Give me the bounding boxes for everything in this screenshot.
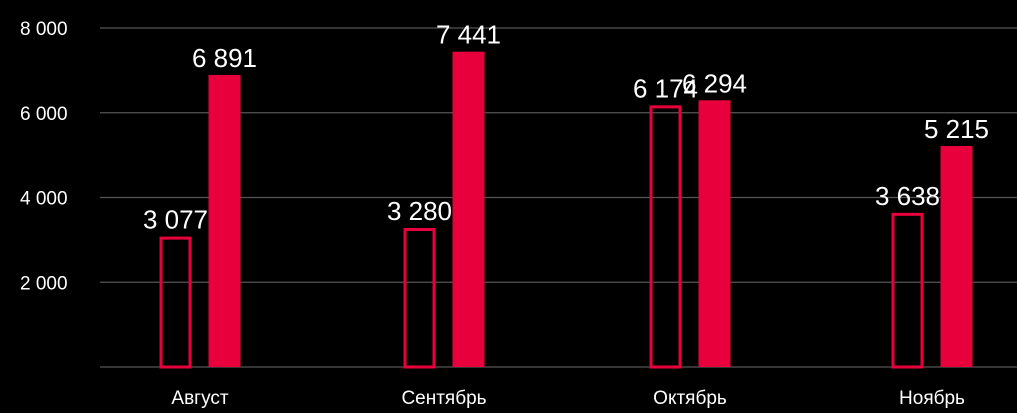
data-label: 6 174	[633, 73, 698, 103]
bar-outline	[403, 228, 436, 369]
bar-filled	[940, 146, 973, 367]
y-tick-label: 8 000	[20, 19, 68, 40]
bars	[159, 51, 973, 369]
y-tick-label: 4 000	[20, 189, 68, 210]
category-label: Октябрь	[653, 388, 727, 409]
category-label: Ноябрь	[899, 388, 965, 409]
y-tick-label: 6 000	[20, 104, 68, 125]
bar-filled	[698, 100, 731, 367]
data-label: 3 638	[875, 181, 940, 211]
data-label: 3 280	[387, 196, 452, 226]
bar-outline	[649, 105, 682, 369]
data-label: 6 294	[682, 68, 747, 98]
bar-filled	[208, 74, 241, 368]
data-label: 7 441	[436, 20, 501, 50]
gridlines	[100, 27, 1017, 368]
data-label: 6 891	[192, 43, 257, 73]
bar-filled	[452, 51, 485, 368]
data-label: 3 077	[143, 205, 208, 235]
bar-outline	[891, 212, 924, 369]
y-tick-label: 2 000	[20, 273, 68, 294]
category-label: Август	[171, 388, 228, 409]
x-axis-categories: Август Сентябрь Октябрь Ноябрь	[171, 388, 965, 409]
bar-outline	[159, 236, 192, 369]
category-label: Сентябрь	[401, 388, 486, 409]
data-label: 5 215	[924, 114, 989, 144]
y-axis-ticks: 2 000 4 000 6 000 8 000	[20, 19, 68, 294]
